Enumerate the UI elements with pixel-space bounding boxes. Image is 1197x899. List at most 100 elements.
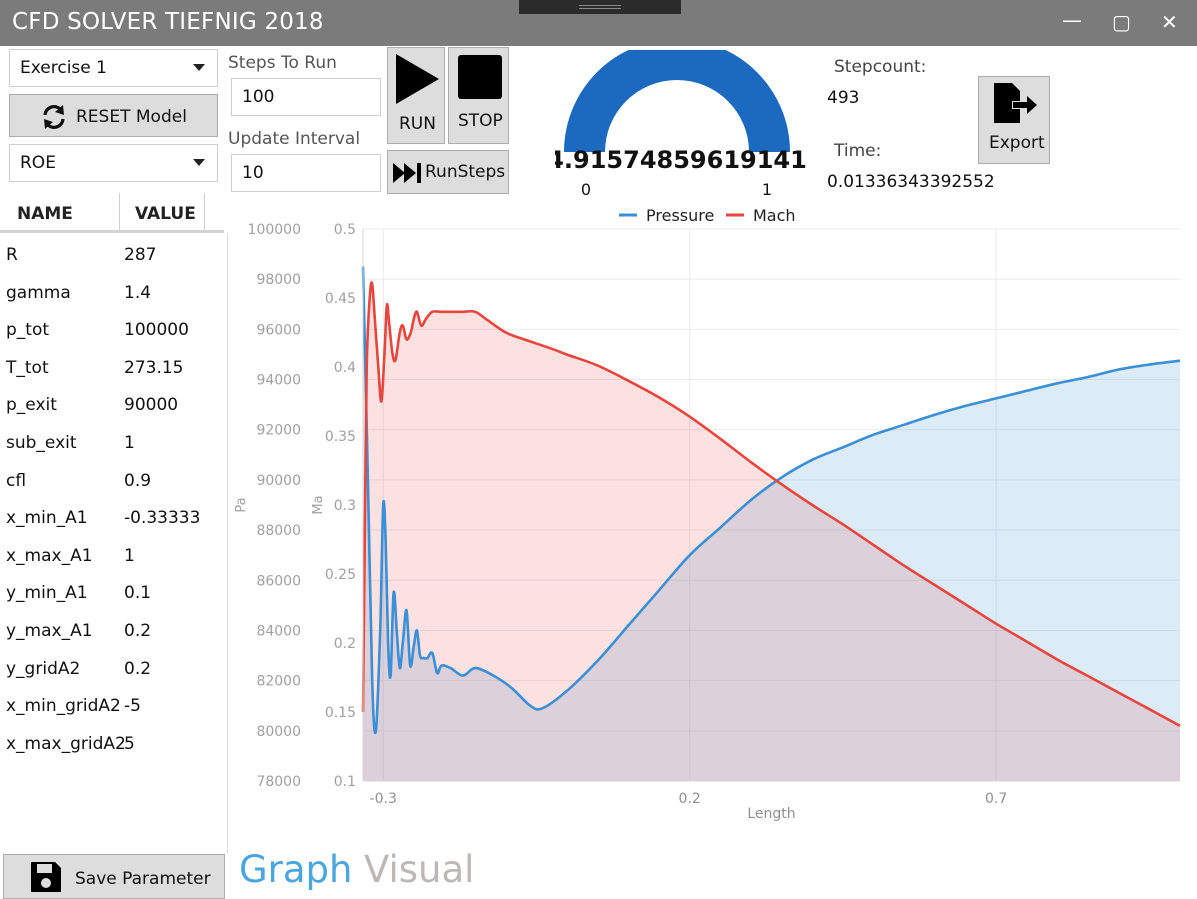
mach-area <box>363 282 1180 781</box>
param-name: R <box>6 245 18 265</box>
gauge-arc <box>564 50 790 152</box>
y-left-tick-label: 78000 <box>256 774 301 790</box>
param-value[interactable]: 0.2 <box>124 621 152 641</box>
reset-model-label: RESET Model <box>76 107 187 127</box>
param-name: y_min_A1 <box>6 583 88 604</box>
param-grid: R 287 gamma 1.4 p_tot 100000 T_tot 273.15 p_exit… <box>0 233 228 853</box>
stepcount-label: Stepcount: <box>834 57 927 77</box>
param-value[interactable]: 0.1 <box>124 583 152 604</box>
param-value[interactable]: 90000 <box>124 395 179 416</box>
y-left-tick-label: 80000 <box>256 724 301 740</box>
x-tick-label: -0.3 <box>370 791 397 807</box>
save-icon <box>31 862 61 892</box>
param-row[interactable]: p_tot 100000 <box>0 308 224 345</box>
param-value[interactable]: 0.9 <box>124 470 152 491</box>
param-row[interactable]: x_max_A1 1 <box>0 534 224 571</box>
param-row[interactable]: R 287 <box>0 233 224 270</box>
run-button[interactable]: RUN <box>387 47 445 144</box>
time-label: Time: <box>834 141 882 161</box>
update-interval-input[interactable]: 10 <box>231 154 381 192</box>
param-value[interactable]: 1 <box>124 545 135 566</box>
run-steps-label: RunSteps <box>425 162 506 182</box>
param-value[interactable]: 5 <box>124 733 135 754</box>
param-row[interactable]: cfl 0.9 <box>0 459 224 496</box>
tab-graph[interactable]: Graph <box>239 848 353 891</box>
y-left-tick-label: 90000 <box>256 473 301 489</box>
param-row[interactable]: gamma 1.4 <box>0 271 224 308</box>
export-label: Export <box>989 133 1045 153</box>
x-axis-title: Length <box>747 806 795 822</box>
drag-handle[interactable] <box>519 0 681 14</box>
play-icon <box>396 54 439 104</box>
update-interval-value: 10 <box>242 163 264 183</box>
param-value[interactable]: -0.33333 <box>124 508 201 529</box>
run-steps-button[interactable]: RunSteps <box>387 150 509 194</box>
y-right-tick-label: 0.1 <box>334 774 356 790</box>
param-name: T_tot <box>6 357 49 378</box>
param-name: y_max_A1 <box>6 621 93 641</box>
gauge-max-label: 1 <box>762 180 772 199</box>
maximize-button[interactable]: ▢ <box>1112 10 1131 34</box>
param-value[interactable]: -5 <box>124 696 141 717</box>
y-right-tick-label: 0.4 <box>334 360 356 376</box>
refresh-icon <box>43 105 65 129</box>
param-name: x_min_gridA2 <box>6 696 121 717</box>
update-interval-label: Update Interval <box>228 129 361 149</box>
y-left-tick-label: 98000 <box>256 272 301 288</box>
exercise-select[interactable]: Exercise 1 <box>9 49 218 87</box>
y-left-tick-label: 92000 <box>256 423 301 439</box>
y-right-tick-label: 0.2 <box>334 636 356 652</box>
param-row[interactable]: x_min_A1 -0.33333 <box>0 496 224 533</box>
export-icon <box>994 83 1037 123</box>
y-right-axis-title: Ma <box>311 495 326 514</box>
column-name-header[interactable]: NAME <box>17 204 73 224</box>
param-row[interactable]: sub_exit 1 <box>0 421 224 458</box>
param-value[interactable]: 100000 <box>124 320 189 341</box>
x-tick-label: 0.2 <box>679 791 701 807</box>
param-name: x_max_gridA2 <box>6 733 126 754</box>
param-row[interactable]: y_min_A1 0.1 <box>0 571 224 608</box>
y-left-tick-label: 96000 <box>256 322 301 338</box>
mach-line <box>361 281 1181 727</box>
y-right-tick-label: 0.25 <box>325 567 356 583</box>
column-value-header[interactable]: VALUE <box>135 204 196 224</box>
y-right-tick-label: 0.5 <box>334 222 356 238</box>
stop-button[interactable]: STOP <box>448 47 509 144</box>
chart-legend: Pressure Mach <box>619 206 796 225</box>
scheme-select[interactable]: ROE <box>9 144 218 182</box>
param-grid-header: NAME VALUE <box>0 193 224 233</box>
pressure-legend-label: Pressure <box>646 206 714 225</box>
param-row[interactable]: y_gridA2 0.2 <box>0 647 224 684</box>
param-value[interactable]: 0.2 <box>124 658 152 679</box>
param-row[interactable]: p_exit 90000 <box>0 383 224 420</box>
tab-visual[interactable]: Visual <box>364 848 475 891</box>
pressure-area <box>363 266 1180 782</box>
param-value[interactable]: 1.4 <box>124 282 152 303</box>
param-name: sub_exit <box>6 433 77 453</box>
save-parameter-label: Save Parameter <box>75 869 211 889</box>
param-name: p_exit <box>6 395 57 416</box>
save-parameter-button[interactable]: Save Parameter <box>3 854 225 899</box>
y-right-tick-label: 0.3 <box>334 498 356 514</box>
param-value[interactable]: 1 <box>124 433 135 453</box>
minimize-button[interactable]: — <box>1062 8 1082 32</box>
reset-model-button[interactable]: RESET Model <box>9 94 218 137</box>
export-button[interactable]: Export <box>978 76 1050 164</box>
steps-to-run-input[interactable]: 100 <box>231 78 381 116</box>
param-value[interactable]: 273.15 <box>124 357 184 378</box>
run-label: RUN <box>399 114 436 134</box>
param-row[interactable]: T_tot 273.15 <box>0 346 224 383</box>
param-row[interactable]: y_max_A1 0.2 <box>0 609 224 646</box>
param-row[interactable]: x_max_gridA2 5 <box>0 722 224 759</box>
y-left-tick-label: 88000 <box>256 523 301 539</box>
close-button[interactable]: ✕ <box>1161 10 1178 34</box>
pressure-mach-chart: 100000 98000 96000 94000 92000 90000 88000 8600… <box>234 206 1181 822</box>
gauge: 4.91574859619141 0 1 <box>555 50 807 199</box>
pressure-line <box>361 266 1181 734</box>
param-value[interactable]: 287 <box>124 245 157 265</box>
y-right-tick-label: 0.35 <box>325 429 356 445</box>
y-left-tick-label: 84000 <box>256 623 301 639</box>
gauge-value: 4.91574859619141 <box>555 146 807 174</box>
param-row[interactable]: x_min_gridA2 -5 <box>0 684 224 721</box>
steps-to-run-value: 100 <box>242 87 275 107</box>
